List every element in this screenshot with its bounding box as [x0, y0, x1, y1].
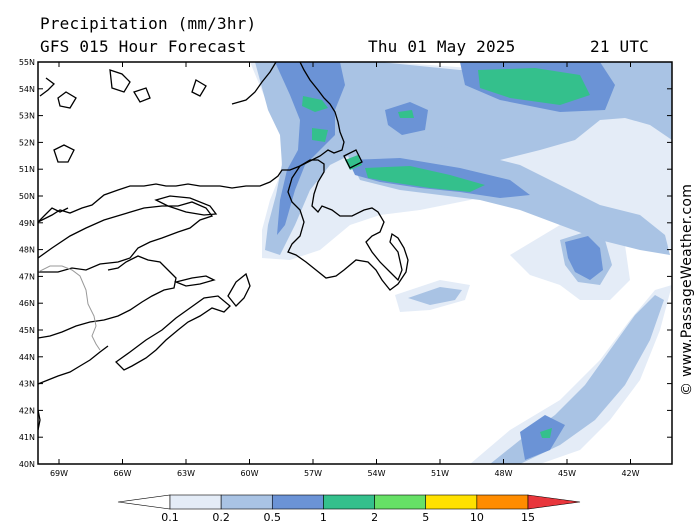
precip-area-1-south: [540, 428, 552, 438]
lat-label: 55N: [19, 58, 35, 67]
legend-swatch: [374, 494, 427, 510]
lon-label: 57W: [304, 469, 322, 478]
lat-label: 49N: [19, 219, 35, 228]
coastline-layer: [38, 62, 409, 431]
legend-value: 10: [470, 511, 484, 524]
lon-label: 63W: [177, 469, 195, 478]
lat-label: 43N: [19, 380, 35, 389]
forecast-date-label: Thu 01 May 2025: [368, 37, 516, 56]
precipitation-layer: [250, 62, 672, 464]
website-credit: © www.PassageWeather.com: [679, 183, 695, 396]
precip-area-0.5-east: [565, 236, 603, 280]
legend-value: 0.2: [212, 511, 230, 524]
lon-label: 45W: [558, 469, 576, 478]
lat-label: 45N: [19, 326, 35, 335]
lat-label: 50N: [19, 192, 35, 201]
coastline-quebec-north: [38, 77, 69, 223]
precip-area-1-northeast: [478, 68, 590, 105]
coastline-new-brunswick: [38, 255, 177, 339]
legend-swatch: [169, 494, 222, 510]
precip-area-1-lab: [398, 110, 414, 118]
legend-value: 2: [371, 511, 378, 524]
lat-label: 52N: [19, 138, 35, 147]
legend-swatch: [425, 494, 478, 510]
map-frame: [37, 61, 673, 465]
border-layer: [38, 265, 101, 351]
lon-label: 60W: [240, 469, 258, 478]
coastline-gaspe: [38, 201, 214, 273]
precip-area-1-band: [365, 166, 485, 192]
us-canada-border: [38, 265, 101, 351]
legend-swatch: [271, 494, 324, 510]
latitude-axis: 55N 54N 53N 52N 51N 50N 49N 48N 47N 46N 45N 44N 43N 4…: [19, 58, 672, 469]
lat-label: 46N: [19, 299, 35, 308]
legend-value: 5: [422, 511, 429, 524]
legend-swatch: [220, 494, 273, 510]
lon-label: 54W: [367, 469, 385, 478]
coastline-islands: [53, 69, 363, 169]
legend-swatch: [323, 494, 375, 510]
lat-label: 48N: [19, 246, 35, 255]
precipitation-legend: 0.1 0.2 0.5 1 2 5 10 15: [117, 494, 581, 524]
lon-label: 48W: [494, 469, 512, 478]
forecast-model-label: GFS 015 Hour Forecast: [40, 37, 247, 56]
coastline-cape-breton: [227, 272, 251, 307]
precip-area-0.2-southeast: [490, 295, 664, 464]
coastline-maine: [38, 345, 109, 385]
longitude-axis: 69W 66W 63W 60W 57W 54W 51W 48W 45W 42W: [50, 62, 640, 478]
map-title: Precipitation (mm/3hr): [40, 14, 257, 33]
coastline-nova-scotia: [114, 295, 231, 371]
lat-label: 40N: [19, 460, 35, 469]
lat-label: 51N: [19, 165, 35, 174]
lat-label: 53N: [19, 112, 35, 121]
lat-label: 44N: [19, 353, 35, 362]
lat-label: 47N: [19, 272, 35, 281]
legend-arrow-low: [117, 494, 171, 510]
lon-label: 69W: [50, 469, 68, 478]
coastline-labrador: [38, 62, 345, 223]
lat-label: 42N: [19, 406, 35, 415]
legend-value: 15: [521, 511, 535, 524]
precip-area-1-coast: [302, 96, 328, 112]
legend-value: 1: [320, 511, 327, 524]
precip-area-0.5-north: [275, 62, 345, 235]
lat-label: 54N: [19, 85, 35, 94]
coastline-newfoundland: [287, 159, 409, 291]
legend-swatch: [476, 494, 529, 510]
precip-area-0.2-patch: [408, 287, 462, 305]
coastline-pei: [173, 275, 216, 287]
precip-area-0.5-lab: [385, 102, 428, 135]
precip-area-1-coast2: [312, 128, 328, 142]
legend-value: 0.5: [264, 511, 282, 524]
forecast-time-label: 21 UTC: [590, 37, 649, 56]
lon-label: 66W: [113, 469, 131, 478]
lon-label: 51W: [431, 469, 449, 478]
lon-label: 42W: [621, 469, 639, 478]
coastline-anticosti: [154, 195, 218, 216]
lat-label: 41N: [19, 433, 35, 442]
legend-value: 0.1: [161, 511, 179, 524]
legend-arrow-high: [527, 494, 581, 510]
